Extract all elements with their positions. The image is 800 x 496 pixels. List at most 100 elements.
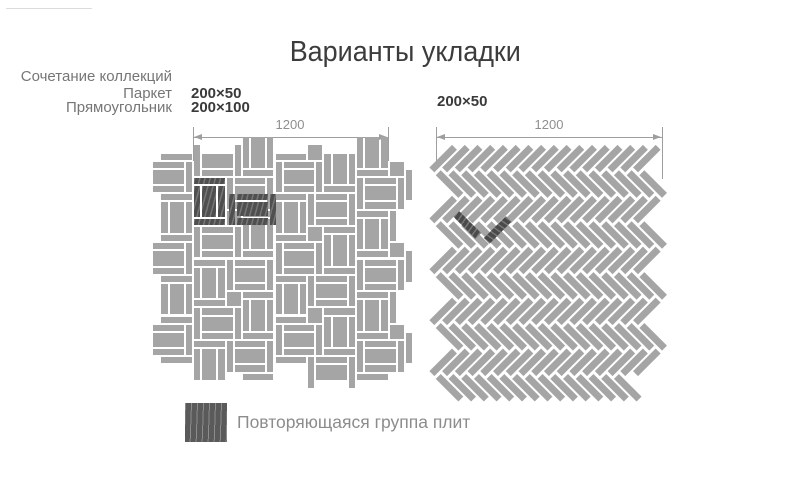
tile [202, 332, 233, 339]
tile [389, 324, 404, 339]
tile [218, 349, 225, 380]
highlight-tile [237, 194, 268, 201]
tile [316, 218, 347, 225]
tile [153, 349, 184, 356]
tile [226, 259, 233, 291]
tile [283, 251, 315, 266]
tile [283, 186, 315, 193]
tile [357, 332, 388, 339]
tile [242, 137, 250, 168]
tile [267, 178, 274, 209]
tile [348, 194, 355, 225]
tile [194, 226, 201, 258]
tile [161, 357, 192, 364]
tile [381, 218, 388, 250]
tile [324, 186, 355, 193]
tile [234, 226, 241, 258]
tile [226, 341, 233, 372]
tile [202, 226, 233, 234]
tile [234, 308, 241, 339]
tile [234, 341, 266, 348]
tile [185, 243, 192, 274]
tile [275, 275, 307, 282]
tile [234, 259, 266, 266]
tile [194, 349, 201, 380]
tile [357, 251, 388, 258]
tile [316, 275, 347, 282]
tile [308, 308, 323, 323]
tile [308, 275, 315, 307]
size-label-herringbone: 200×50 [437, 93, 488, 110]
highlight-tile [237, 202, 268, 217]
tile [365, 137, 380, 168]
dimension-extension-left [193, 127, 194, 161]
tile [194, 300, 225, 307]
crop-artifact-line [6, 8, 92, 9]
tile [324, 226, 355, 234]
tile [357, 259, 364, 291]
highlight-tile [194, 218, 225, 225]
tile [365, 186, 396, 201]
tile [316, 324, 323, 356]
tile [242, 373, 274, 380]
tile [283, 243, 315, 250]
tile [348, 235, 355, 266]
highlight-tile [194, 186, 201, 217]
tile [397, 259, 404, 291]
dimension-extension-left [436, 127, 437, 167]
dimension-extension-right [388, 127, 389, 161]
dimension-extension-right [662, 127, 663, 179]
tile [299, 202, 307, 233]
tile [365, 259, 396, 266]
size-label-200x100: 200×100 [191, 99, 250, 116]
tile [161, 275, 192, 282]
tile [153, 251, 184, 266]
dimension-line [436, 137, 662, 138]
highlight-tile [269, 194, 276, 225]
tile [283, 267, 315, 274]
tile [365, 218, 380, 250]
tile [275, 324, 282, 356]
tile [194, 145, 201, 176]
tile [169, 283, 184, 315]
tile [194, 259, 225, 266]
tile [357, 341, 364, 372]
dimension-arrow-left [437, 134, 445, 140]
tile [316, 243, 323, 274]
tile [242, 251, 274, 258]
tile [161, 202, 168, 233]
collection-name-rectangle: Прямоугольник [65, 99, 172, 116]
highlight-tile [194, 178, 225, 185]
tile [316, 357, 347, 364]
tile [283, 169, 315, 185]
collections-label: Сочетание коллекций [20, 68, 172, 85]
tile [153, 169, 184, 185]
tile [357, 300, 364, 331]
tile [316, 161, 323, 193]
tile [226, 178, 233, 209]
tile [194, 267, 201, 299]
tile [251, 300, 266, 331]
dimension-arrow-left [194, 134, 202, 140]
dimension-arrow-right [379, 134, 387, 140]
tile [397, 178, 404, 209]
tile [218, 267, 225, 299]
tile [242, 218, 250, 250]
tile [202, 169, 233, 176]
highlight-tile [237, 218, 268, 225]
dimension-line [193, 137, 388, 138]
tile [153, 243, 184, 250]
tile [389, 210, 396, 242]
page-title: Варианты укладки [289, 36, 521, 68]
tile [185, 202, 192, 233]
tile [357, 137, 364, 168]
tile [194, 308, 201, 339]
tile [308, 357, 315, 388]
tile [365, 341, 396, 348]
tile [267, 137, 274, 168]
tile [357, 373, 388, 380]
tile [348, 275, 355, 307]
tile [365, 365, 396, 372]
tile [332, 235, 347, 266]
